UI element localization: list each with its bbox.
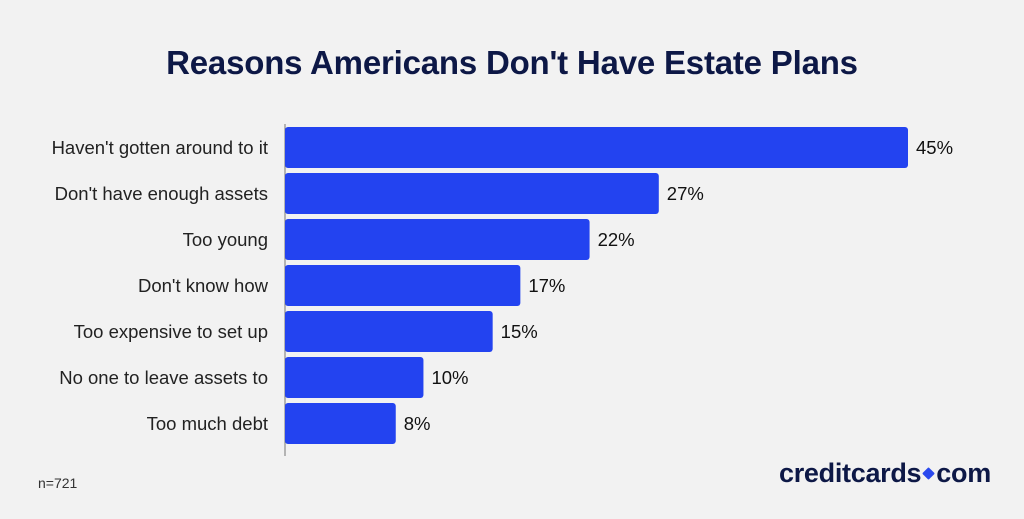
chart-title: Reasons Americans Don't Have Estate Plan… bbox=[166, 44, 858, 81]
value-label-6: 10% bbox=[431, 367, 468, 388]
value-label-2: 27% bbox=[667, 183, 704, 204]
category-label-2: Don't have enough assets bbox=[55, 183, 268, 204]
value-label-1: 45% bbox=[916, 137, 953, 158]
value-label-4: 17% bbox=[528, 275, 565, 296]
value-label-7: 8% bbox=[404, 413, 431, 434]
bar-3 bbox=[285, 219, 590, 260]
category-label-1: Haven't gotten around to it bbox=[52, 137, 268, 158]
bar-7 bbox=[285, 403, 396, 444]
bar-6 bbox=[285, 357, 424, 398]
bar-5 bbox=[285, 311, 493, 352]
sample-size-note: n=721 bbox=[38, 475, 78, 491]
category-label-7: Too much debt bbox=[147, 413, 268, 434]
brand-logo-right: com bbox=[936, 458, 991, 488]
category-label-4: Don't know how bbox=[138, 275, 269, 296]
diamond-icon bbox=[922, 467, 936, 481]
brand-logo: creditcards com bbox=[779, 458, 991, 489]
category-label-5: Too expensive to set up bbox=[74, 321, 268, 342]
category-label-3: Too young bbox=[183, 229, 268, 250]
bar-4 bbox=[285, 265, 521, 306]
brand-logo-left: creditcards bbox=[779, 458, 922, 488]
category-label-6: No one to leave assets to bbox=[59, 367, 268, 388]
value-label-3: 22% bbox=[598, 229, 635, 250]
bar-1 bbox=[285, 127, 908, 168]
bar-2 bbox=[285, 173, 659, 214]
value-label-5: 15% bbox=[501, 321, 538, 342]
